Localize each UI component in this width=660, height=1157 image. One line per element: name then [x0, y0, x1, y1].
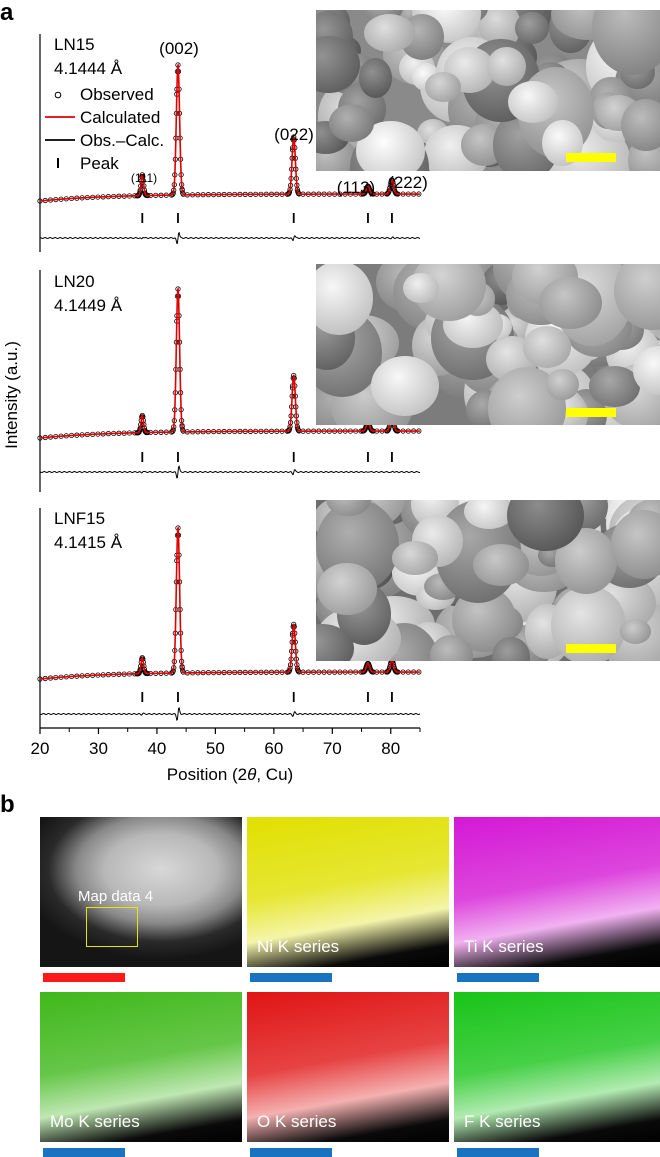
x-tick-label: 20 — [31, 739, 50, 758]
legend-entry: Peak — [80, 154, 119, 173]
sem-grain — [619, 618, 652, 645]
f-map: F K series — [454, 992, 660, 1142]
sem-grain — [538, 277, 603, 330]
sem-grain — [522, 325, 572, 368]
lattice-parameter: 4.1449 Å — [54, 296, 123, 315]
sample-name: LNF15 — [54, 509, 105, 528]
panel-letter-a: a — [0, 0, 14, 26]
ti-map-label: Ti K series — [464, 937, 544, 956]
ti-map: Ti K series — [454, 817, 660, 967]
difference-line — [39, 706, 421, 721]
sem-grain — [391, 541, 439, 576]
hkl-label: (111) — [131, 171, 157, 185]
scale-bar — [457, 1148, 539, 1157]
x-tick-label: 80 — [381, 739, 400, 758]
sem-grain — [370, 356, 440, 417]
difference-line — [39, 231, 421, 244]
sem-grain — [473, 543, 530, 586]
sem-grain — [326, 500, 372, 517]
sem-grain — [486, 47, 526, 87]
sem-image-ln15 — [316, 10, 660, 171]
hkl-labels: (111) (002) (022) (113) (222) — [131, 39, 428, 197]
sample-name: LN20 — [54, 272, 95, 291]
mo-map-label: Mo K series — [50, 1112, 140, 1131]
panel-letter-b: b — [0, 791, 15, 818]
sem-grain — [430, 635, 474, 661]
sem-grain — [546, 368, 580, 401]
x-tick-label: 50 — [206, 739, 225, 758]
map-region-label: Map data 4 — [78, 888, 154, 905]
observed-point — [389, 177, 395, 183]
lattice-parameter: 4.1415 Å — [54, 533, 123, 552]
x-tick-label: 70 — [323, 739, 342, 758]
o-map: O K series — [247, 992, 449, 1142]
sem-grain — [316, 264, 373, 336]
hkl-label: (222) — [388, 173, 428, 192]
calculated-line — [39, 286, 420, 439]
subplot-LN20: LN20 4.1449 Å — [37, 272, 422, 479]
sample-name: LN15 — [54, 35, 95, 54]
sem-grain — [363, 14, 416, 53]
calculated-line — [39, 62, 420, 202]
xrd-axes: 20 30 40 50 60 70 80 — [31, 34, 421, 758]
haadf-map: Map data 4 — [40, 817, 242, 967]
x-tick-label: 40 — [147, 739, 166, 758]
scale-bar — [250, 973, 332, 982]
hkl-label: (113) — [337, 178, 375, 197]
difference-line — [39, 465, 421, 479]
subplot-LNF15: LNF15 4.1415 Å — [37, 509, 422, 721]
hkl-label: (022) — [274, 125, 314, 144]
sem-grain — [317, 563, 377, 616]
sem-grain — [514, 11, 549, 45]
x-tick-label: 30 — [89, 739, 108, 758]
ni-map-label: Ni K series — [257, 937, 340, 956]
ni-map: Ni K series — [247, 817, 449, 967]
xrd-subplots: LN15 4.1444 Å LN20 4.1449 Å LNF15 4.1415 Å (11… — [37, 35, 428, 721]
calculated-line — [39, 525, 420, 680]
o-map-label: O K series — [257, 1112, 337, 1131]
subplot-LN15: LN15 4.1444 Å — [37, 35, 422, 244]
sem-grain — [359, 57, 393, 98]
legend-entry: Observed — [80, 85, 154, 104]
sem-image-lnf15 — [316, 500, 660, 661]
sem-image-ln20 — [316, 264, 660, 425]
sem-grain — [588, 366, 641, 408]
map-region-box — [86, 907, 138, 947]
scale-bar — [457, 973, 539, 982]
legend-observed-symbol — [54, 91, 62, 99]
sem-grain — [424, 72, 462, 102]
sem-grain — [492, 637, 530, 661]
sem-grain — [611, 509, 660, 580]
sem-grain — [329, 103, 375, 143]
sem-grain — [508, 81, 558, 123]
sem-grain — [620, 98, 660, 151]
x-axis-label: Position (2θ, Cu) — [167, 765, 293, 784]
mo-map: Mo K series — [40, 992, 242, 1142]
sem-grain — [403, 273, 440, 304]
sem-scale-bar — [566, 153, 616, 162]
sem-scale-bar — [566, 644, 616, 653]
x-tick-label: 60 — [264, 739, 283, 758]
legend: Observed Calculated Obs.–Calc. Peak — [45, 85, 164, 173]
sem-grain — [463, 500, 514, 530]
scale-bar — [250, 1148, 332, 1157]
scale-bar — [43, 973, 125, 982]
legend-entry: Calculated — [80, 108, 160, 127]
hkl-label: (002) — [159, 39, 199, 58]
scale-bar — [43, 1148, 125, 1157]
f-map-label: F K series — [464, 1112, 541, 1131]
y-axis-label: Intensity (a.u.) — [2, 341, 21, 449]
lattice-parameter: 4.1444 Å — [54, 59, 123, 78]
legend-entry: Obs.–Calc. — [80, 131, 164, 150]
sem-scale-bar — [566, 408, 616, 417]
